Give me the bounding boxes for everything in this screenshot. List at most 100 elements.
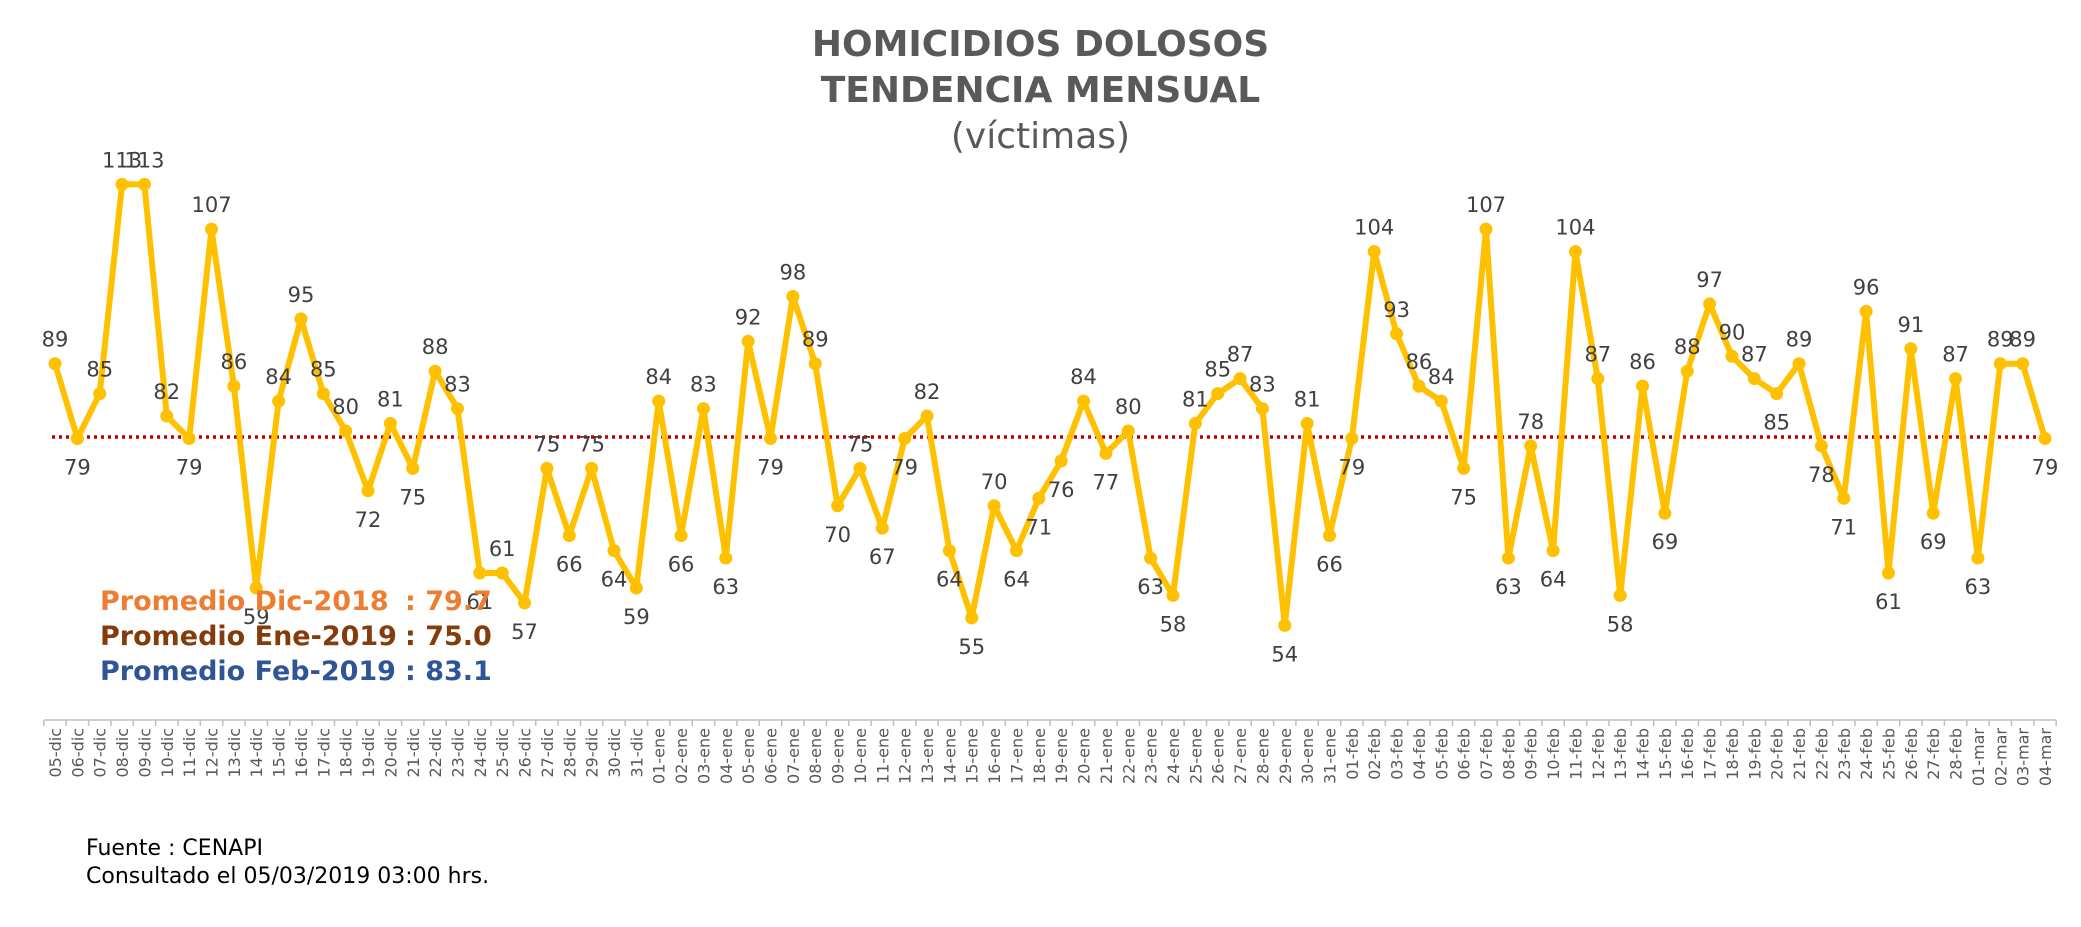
- data-point: [1434, 394, 1448, 408]
- x-tick-label: 05-feb: [1432, 728, 1451, 780]
- data-point: [1077, 394, 1091, 408]
- data-point: [1501, 551, 1515, 565]
- x-tick-label: 10-feb: [1544, 728, 1563, 780]
- data-label: 67: [869, 545, 896, 569]
- data-point: [249, 581, 263, 595]
- x-tick-label: 04-feb: [1410, 728, 1429, 780]
- data-label: 79: [176, 455, 203, 479]
- data-point: [1703, 297, 1717, 311]
- data-point: [406, 461, 420, 475]
- data-label: 87: [1584, 343, 1611, 367]
- x-tick-label: 05-ene: [739, 728, 758, 784]
- x-tick-label: 09-ene: [829, 728, 848, 784]
- x-tick-label: 26-ene: [1209, 728, 1228, 784]
- data-point: [1390, 327, 1404, 341]
- x-tick-label: 06-feb: [1455, 728, 1474, 780]
- data-label: 64: [936, 568, 963, 592]
- data-point: [137, 177, 151, 191]
- x-tick-label: 28-ene: [1253, 728, 1272, 784]
- data-point: [1568, 245, 1582, 259]
- data-point: [93, 387, 107, 401]
- data-point: [1904, 342, 1918, 356]
- x-tick-label: 23-feb: [1835, 728, 1854, 780]
- data-point: [1054, 454, 1068, 468]
- data-label: 86: [1406, 350, 1433, 374]
- x-tick-label: 17-ene: [1007, 728, 1026, 784]
- data-label: 77: [1093, 470, 1120, 494]
- data-point: [361, 484, 375, 498]
- data-label: 76: [1048, 478, 1075, 502]
- data-point: [1255, 402, 1269, 416]
- x-tick-label: 07-feb: [1477, 728, 1496, 780]
- data-point: [1814, 439, 1828, 453]
- x-tick-label: 11-feb: [1566, 728, 1585, 780]
- data-point: [1881, 566, 1895, 580]
- data-label: 66: [556, 553, 583, 577]
- data-label: 88: [422, 335, 449, 359]
- data-point: [1680, 364, 1694, 378]
- data-point: [48, 357, 62, 371]
- data-label: 89: [42, 328, 69, 352]
- x-tick-label: 29-ene: [1276, 728, 1295, 784]
- data-point: [294, 312, 308, 326]
- x-tick-label: 04-ene: [717, 728, 736, 784]
- x-tick-label: 22-feb: [1812, 728, 1831, 780]
- data-point: [786, 289, 800, 303]
- data-label: 63: [1137, 575, 1164, 599]
- data-label: 98: [779, 260, 806, 284]
- x-tick-label: 25-dic: [493, 728, 512, 778]
- data-point: [987, 499, 1001, 513]
- series-line: [52, 181, 2048, 629]
- data-point: [1367, 245, 1381, 259]
- data-label: 85: [86, 358, 113, 382]
- data-label: 75: [399, 485, 426, 509]
- x-tick-label: 10-ene: [851, 728, 870, 784]
- x-tick-label: 01-feb: [1343, 728, 1362, 780]
- data-point: [1591, 372, 1605, 386]
- data-label: 80: [332, 395, 359, 419]
- data-label: 81: [1182, 388, 1209, 412]
- data-label: 75: [578, 432, 605, 456]
- x-tick-label: 14-dic: [247, 728, 266, 778]
- data-label: 84: [645, 365, 672, 389]
- data-point: [741, 334, 755, 348]
- data-label: 78: [1808, 463, 1835, 487]
- data-point: [160, 409, 174, 423]
- data-point: [339, 424, 353, 438]
- data-point: [562, 529, 576, 543]
- average-feb: Promedio Feb-2019: 83.1: [100, 656, 492, 687]
- data-label: 59: [243, 605, 270, 629]
- data-label: 61: [466, 590, 493, 614]
- data-point: [764, 431, 778, 445]
- data-label: 85: [310, 358, 337, 382]
- data-point: [1412, 379, 1426, 393]
- data-point: [652, 394, 666, 408]
- x-tick-label: 17-feb: [1701, 728, 1720, 780]
- data-point: [1032, 491, 1046, 505]
- data-label: 64: [1540, 568, 1567, 592]
- data-label: 84: [1070, 365, 1097, 389]
- data-point: [1636, 379, 1650, 393]
- data-label: 55: [958, 635, 985, 659]
- x-tick-label: 26-dic: [516, 728, 535, 778]
- x-tick-label: 03-feb: [1388, 728, 1407, 780]
- data-point: [1725, 349, 1739, 363]
- data-point: [2038, 431, 2052, 445]
- data-label: 107: [1466, 193, 1506, 217]
- chart-unit: (víctimas): [950, 116, 1131, 157]
- data-label: 104: [1555, 216, 1595, 240]
- x-tick-label: 20-dic: [381, 728, 400, 778]
- data-point: [383, 417, 397, 431]
- x-tick-label: 18-ene: [1030, 728, 1049, 784]
- x-tick-label: 13-ene: [918, 728, 937, 784]
- x-tick-label: 06-dic: [68, 728, 87, 778]
- x-tick-label: 02-ene: [672, 728, 691, 784]
- x-tick-label: 14-feb: [1634, 728, 1653, 780]
- data-label: 69: [1920, 530, 1947, 554]
- x-tick-label: 07-dic: [91, 728, 110, 778]
- x-tick-label: 18-feb: [1723, 728, 1742, 780]
- data-point: [1233, 372, 1247, 386]
- data-point: [1546, 544, 1560, 558]
- data-point: [853, 461, 867, 475]
